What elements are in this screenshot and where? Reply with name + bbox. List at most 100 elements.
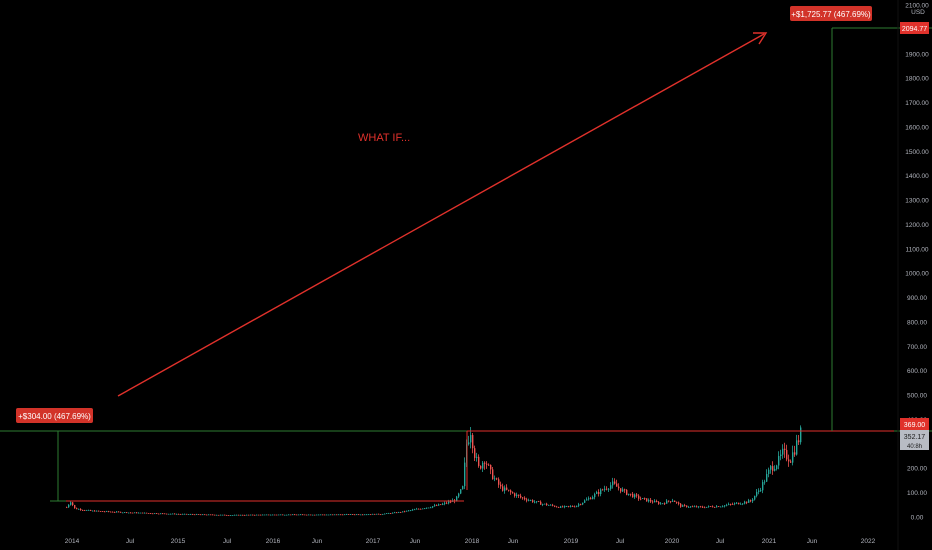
candle-body [640, 498, 642, 500]
candle-body [796, 440, 798, 455]
candle-body [646, 498, 648, 502]
candle-body [270, 514, 272, 516]
measure-tool-left[interactable]: +$304.00 (467.69%) [16, 408, 93, 502]
candle-body [104, 511, 106, 513]
candle-body [360, 514, 362, 516]
candle-body [652, 501, 654, 503]
candle-body [770, 466, 772, 470]
time-tick-label: Jun [807, 538, 818, 545]
candle-body [728, 504, 730, 505]
candle-body [330, 514, 332, 516]
price-tick-label: 1000.00 [905, 271, 929, 278]
candle-body [634, 494, 636, 498]
candle-body [556, 506, 558, 508]
candle-body [428, 507, 430, 509]
svg-text:369.00: 369.00 [904, 422, 926, 429]
candle-body [320, 514, 322, 516]
candle-body [272, 514, 274, 516]
candle-body [538, 501, 540, 503]
candle-body [468, 442, 470, 445]
svg-text:40:8h: 40:8h [907, 444, 922, 450]
candle-body [574, 506, 576, 508]
candle-body [84, 510, 86, 511]
candle-body [408, 510, 410, 512]
candle-body [436, 505, 438, 507]
candle-body [488, 464, 490, 466]
candle-body [154, 513, 156, 515]
candle-body [206, 514, 208, 516]
candle-body [474, 448, 476, 458]
candle-body [248, 514, 250, 516]
candle-body [742, 503, 744, 505]
candle-body [108, 511, 110, 512]
candle-body [494, 478, 496, 480]
candle-body [520, 495, 522, 498]
candle-body [410, 510, 412, 512]
measure-label-left: +$304.00 (467.69%) [18, 412, 91, 421]
candle-body [750, 500, 752, 502]
candle-body [472, 435, 474, 449]
candle-body [434, 505, 436, 507]
what-if-annotation[interactable]: WHAT IF... [358, 132, 410, 144]
candle-body [480, 465, 482, 469]
candle-body [166, 513, 168, 515]
price-tick-label: 800.00 [907, 319, 927, 326]
candle-body [150, 513, 152, 514]
candle-body [368, 514, 370, 516]
price-tick-label: 2100.00 [905, 3, 929, 10]
candle-body [308, 514, 310, 516]
candle-body [666, 500, 668, 504]
candle-body [680, 503, 682, 507]
candles-layer [66, 425, 802, 516]
candle-body [426, 507, 428, 509]
candle-body [186, 513, 188, 515]
time-axis[interactable]: 2014 Jul 2015 Jul 2016 Jun 2017 Jun 2018 Jun 2019 J… [65, 538, 876, 545]
candle-body [316, 514, 318, 516]
candle-body [260, 514, 262, 516]
candle-body [632, 493, 634, 498]
projection-arrow[interactable] [117, 32, 768, 397]
candle-body [696, 506, 698, 508]
candle-body [570, 506, 572, 507]
candle-body [300, 514, 302, 516]
candle-body [274, 514, 276, 516]
candle-body [780, 454, 782, 457]
candle-body [400, 512, 402, 513]
time-tick-label: Jul [126, 538, 135, 545]
candle-body [96, 510, 98, 512]
candle-body [586, 499, 588, 501]
candle-body [74, 505, 76, 509]
candle-body [798, 440, 800, 443]
candle-body [352, 514, 354, 515]
candle-body [596, 491, 598, 494]
candle-body [764, 481, 766, 483]
candle-body [106, 511, 108, 512]
candle-body [744, 501, 746, 504]
candle-body [790, 461, 792, 463]
candle-body [572, 506, 574, 507]
candle-body [678, 502, 680, 504]
candle-body [568, 505, 570, 507]
candle-body [70, 502, 72, 505]
candle-body [114, 512, 116, 513]
candle-body [350, 514, 352, 515]
candle-body [116, 511, 118, 513]
candle-body [532, 500, 534, 503]
measure-tool-right[interactable]: +$1,725.77 (467.69%) [790, 6, 872, 431]
candle-body [734, 503, 736, 505]
time-tick-label: 2016 [266, 538, 281, 545]
candle-body [250, 514, 252, 516]
candle-body [140, 512, 142, 514]
candle-body [296, 514, 298, 516]
price-tick-label: 500.00 [907, 393, 927, 400]
candle-body [100, 511, 102, 512]
candle-body [644, 498, 646, 499]
price-tick-label: 1900.00 [905, 51, 929, 58]
candle-body [80, 508, 82, 510]
price-label-target: 2094.77 [900, 22, 929, 34]
candle-body [786, 449, 788, 460]
candle-body [726, 504, 728, 506]
candle-body [628, 493, 630, 495]
candle-body [636, 494, 638, 496]
